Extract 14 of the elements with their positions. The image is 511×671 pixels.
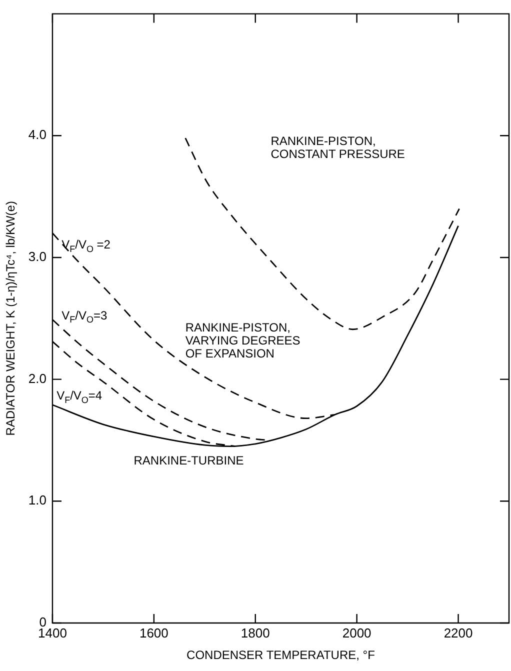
y-axis-title: RADIATOR WEIGHT, K (1-η)/ηTc⁴, lb/KW(e) bbox=[4, 201, 18, 436]
y-tick-label: 4.0 bbox=[28, 127, 46, 142]
y-tick-label: 1.0 bbox=[28, 492, 46, 508]
x-tick-label: 1800 bbox=[240, 625, 270, 640]
x-tick-label: 2000 bbox=[342, 625, 372, 640]
annotation: RANKINE-TURBINE bbox=[134, 453, 244, 468]
x-tick-label: 2200 bbox=[444, 625, 473, 640]
annotation: RANKINE-PISTON, CONSTANT PRESSURE bbox=[270, 134, 405, 162]
annotation: RANKINE-PISTON, VARYING DEGREES OF EXPANSION bbox=[185, 320, 300, 360]
y-tick-label: 2.0 bbox=[28, 370, 46, 386]
y-tick-label: 3.0 bbox=[28, 249, 46, 264]
x-axis-title: CONDENSER TEMPERATURE, °F bbox=[186, 648, 375, 662]
y-tick-label: 0 bbox=[39, 614, 46, 630]
x-tick-label: 1600 bbox=[139, 625, 168, 640]
